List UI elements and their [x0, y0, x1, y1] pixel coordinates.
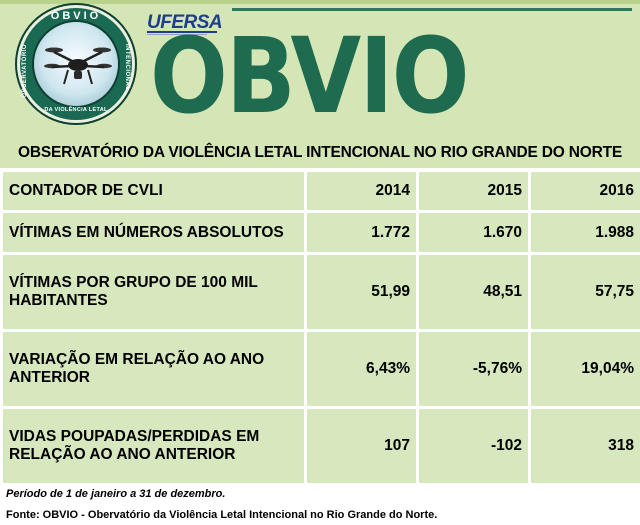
badge-inner-circle: [32, 20, 120, 108]
page-title: OBSERVATÓRIO DA VIOLÊNCIA LETAL INTENCIO…: [18, 144, 622, 161]
header-cell-2015: 2015: [416, 168, 531, 214]
table-row: VÍTIMAS POR GRUPO DE 100 MIL HABITANTES …: [0, 251, 640, 332]
period-note: Período de 1 de janeiro a 31 de dezembro…: [6, 488, 226, 500]
row-value: -102: [416, 405, 531, 487]
badge-bottom-text: DA VIOLÊNCIA LETAL: [44, 107, 108, 113]
row-value: 318: [528, 405, 640, 487]
row-value: 107: [304, 405, 419, 487]
header-cell-2014: 2014: [304, 168, 419, 214]
ufersa-logo: UFERSA: [147, 12, 223, 33]
row-value: 1.772: [304, 210, 419, 255]
badge-right-text: INTENCIONAL: [124, 44, 130, 91]
row-label: VIDAS POUPADAS/PERDIDAS EM RELAÇÃO AO AN…: [0, 405, 307, 487]
row-value: 1.988: [528, 210, 640, 255]
table-header-row: CONTADOR DE CVLI 2014 2015 2016: [0, 168, 640, 214]
row-label: VÍTIMAS POR GRUPO DE 100 MIL HABITANTES: [0, 251, 307, 332]
top-line: [232, 8, 632, 11]
header-cell-label: CONTADOR DE CVLI: [0, 168, 307, 214]
badge-left-text: OBSERVATÓRIO: [22, 44, 28, 98]
header-banner: OBVIO OBSERVATÓRIO INTENCIONAL DA VIOLÊN…: [0, 0, 640, 168]
table-row: VARIAÇÃO EM RELAÇÃO AO ANO ANTERIOR 6,43…: [0, 328, 640, 409]
row-value: 19,04%: [528, 328, 640, 409]
table-row: VIDAS POUPADAS/PERDIDAS EM RELAÇÃO AO AN…: [0, 405, 640, 487]
row-value: 57,75: [528, 251, 640, 332]
header-cell-2016: 2016: [528, 168, 640, 214]
ufersa-underline-thin: [147, 34, 207, 35]
drone-icon: [44, 47, 112, 85]
obvio-badge-logo: OBVIO OBSERVATÓRIO INTENCIONAL DA VIOLÊN…: [17, 5, 135, 123]
row-label: VARIAÇÃO EM RELAÇÃO AO ANO ANTERIOR: [0, 328, 307, 409]
header-stripe: [0, 0, 640, 4]
row-label: VÍTIMAS EM NÚMEROS ABSOLUTOS: [0, 210, 307, 255]
obvio-wordmark: OBVIO: [150, 15, 469, 137]
table-row: VÍTIMAS EM NÚMEROS ABSOLUTOS 1.772 1.670…: [0, 210, 640, 255]
row-value: 6,43%: [304, 328, 419, 409]
row-value: 1.670: [416, 210, 531, 255]
cvli-table: CONTADOR DE CVLI 2014 2015 2016 VÍTIMAS …: [0, 168, 640, 487]
row-value: -5,76%: [416, 328, 531, 409]
row-value: 48,51: [416, 251, 531, 332]
source-note: Fonte: OBVIO - Obervatório da Violência …: [6, 509, 438, 521]
badge-top-text: OBVIO: [50, 10, 102, 22]
ufersa-underline: [147, 31, 217, 33]
row-value: 51,99: [304, 251, 419, 332]
